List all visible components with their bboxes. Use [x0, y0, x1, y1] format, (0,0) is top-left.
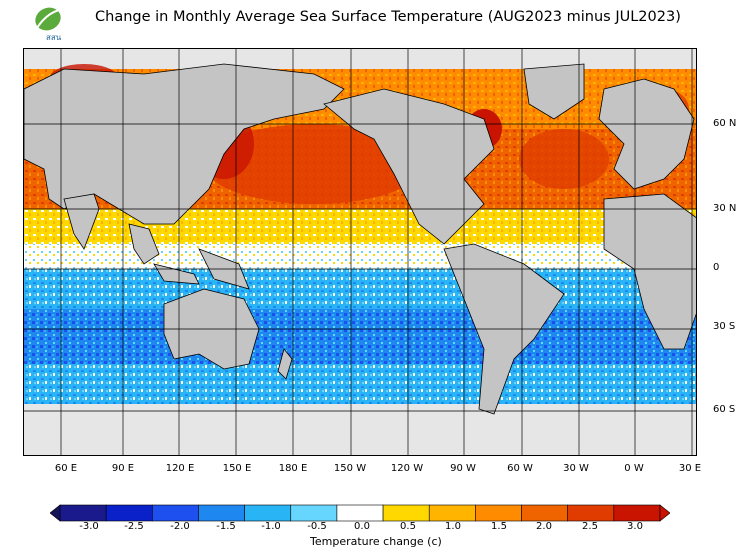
cbar-tick-label: -2.0: [170, 521, 190, 532]
logo-text: สสน: [46, 33, 62, 42]
colorbar-title: Temperature change (c): [310, 535, 442, 548]
lat-label-60s: 60 S: [713, 404, 736, 415]
cbar-tick-label: -3.0: [79, 521, 99, 532]
colorbar-cell: [336, 504, 384, 522]
colorbar-cell: [567, 504, 615, 522]
cbar-tick-label: -1.5: [216, 521, 236, 532]
lon-label-150e: 150 E: [222, 463, 252, 474]
lon-label-30e: 30 E: [678, 463, 702, 474]
cbar-tick-label: 1.0: [445, 521, 461, 532]
cbar-tick-label: 3.0: [627, 521, 643, 532]
cbar-tick-label: 0.5: [400, 521, 416, 532]
lat-label-30s: 30 S: [713, 321, 736, 332]
cbar-tick-label: -0.5: [307, 521, 327, 532]
cbar-tick-label: 2.5: [582, 521, 598, 532]
leaf-logo-icon: สสน: [35, 7, 62, 42]
lon-label-150w: 150 W: [333, 463, 367, 474]
colorbar-cell: [428, 504, 476, 522]
lon-label-30w: 30 W: [563, 463, 589, 474]
lon-label-120w: 120 W: [390, 463, 424, 474]
cbar-tick-label: 0.0: [354, 521, 370, 532]
lon-label-90e: 90 E: [111, 463, 135, 474]
sst-map: [23, 48, 697, 456]
lat-label-30n: 30 N: [713, 203, 737, 214]
colorbar-cell: [198, 504, 245, 522]
colorbar: [50, 504, 670, 522]
colorbar-cell: [152, 504, 199, 522]
map-title: Change in Monthly Average Sea Surface Te…: [95, 9, 681, 25]
lon-label-60w: 60 W: [507, 463, 533, 474]
cbar-tick-label: 1.5: [491, 521, 507, 532]
lat-label-0: 0: [713, 262, 720, 273]
colorbar-cell: [105, 504, 153, 522]
colorbar-cell: [613, 504, 661, 522]
colorbar-cell: [521, 504, 568, 522]
colorbar-cell: [244, 504, 292, 522]
lon-label-0w: 0 W: [624, 463, 644, 474]
lon-label-90w: 90 W: [450, 463, 476, 474]
cbar-tick-label: 2.0: [536, 521, 552, 532]
cbar-tick-label: -1.0: [261, 521, 281, 532]
colorbar-left-arrow: [50, 504, 61, 522]
colorbar-cell: [290, 504, 338, 522]
lat-label-60n: 60 N: [713, 118, 737, 129]
colorbar-cell: [59, 504, 107, 522]
logo: สสน: [28, 4, 68, 42]
colorbar-cell: [382, 504, 430, 522]
cbar-tick-label: -2.5: [124, 521, 144, 532]
colorbar-cell: [475, 504, 522, 522]
colorbar-right-arrow: [659, 504, 670, 522]
lon-label-60e: 60 E: [54, 463, 78, 474]
lon-label-120e: 120 E: [165, 463, 195, 474]
lon-label-180e: 180 E: [278, 463, 308, 474]
